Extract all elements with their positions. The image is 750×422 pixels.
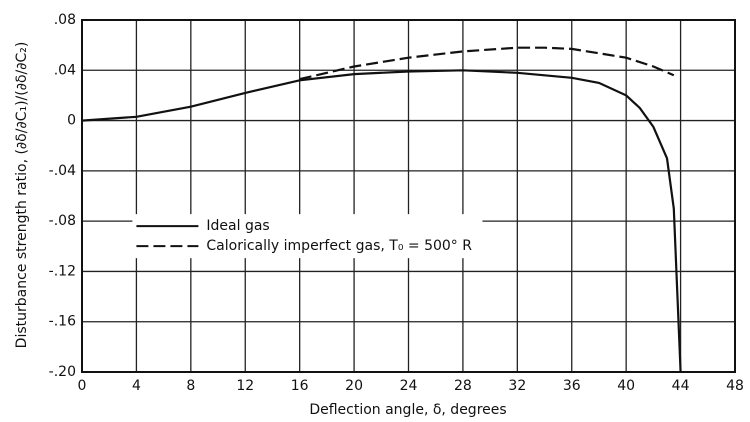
legend-label: Calorically imperfect gas, T₀ = 500° R (206, 238, 472, 254)
y-tick-label: -.04 (49, 163, 76, 179)
series-line (81, 69, 682, 373)
x-tick-label: 20 (345, 378, 363, 394)
x-tick-label: 0 (78, 378, 87, 394)
x-tick-label: 16 (291, 378, 309, 394)
legend-box (132, 214, 483, 259)
y-tick-label: 0 (67, 113, 76, 129)
plot-frame (81, 19, 736, 373)
legend-label: Ideal gas (206, 218, 269, 234)
x-tick-label: 8 (186, 378, 195, 394)
x-tick-label: 32 (508, 378, 526, 394)
x-tick-label: 12 (236, 378, 254, 394)
y-tick-label: .08 (54, 12, 76, 28)
x-tick-label: 24 (400, 378, 418, 394)
x-axis-label: Deflection angle, δ, degrees (309, 402, 506, 418)
x-tick-label: 48 (726, 378, 744, 394)
y-tick-label: -.12 (49, 263, 76, 279)
x-tick-label: 28 (454, 378, 472, 394)
x-tick-label: 44 (672, 378, 690, 394)
y-tick-label: -.08 (49, 213, 76, 229)
y-axis-label: Disturbance strength ratio, (∂δ/∂C₁)/(∂δ… (14, 42, 30, 349)
y-tick-label: .04 (54, 62, 76, 78)
x-tick-label: 40 (617, 378, 635, 394)
x-tick-label: 4 (132, 378, 141, 394)
x-tick-label: 36 (563, 378, 581, 394)
y-tick-label: -.16 (49, 314, 76, 330)
y-tick-label: -.20 (49, 364, 76, 380)
series-line (299, 46, 675, 81)
